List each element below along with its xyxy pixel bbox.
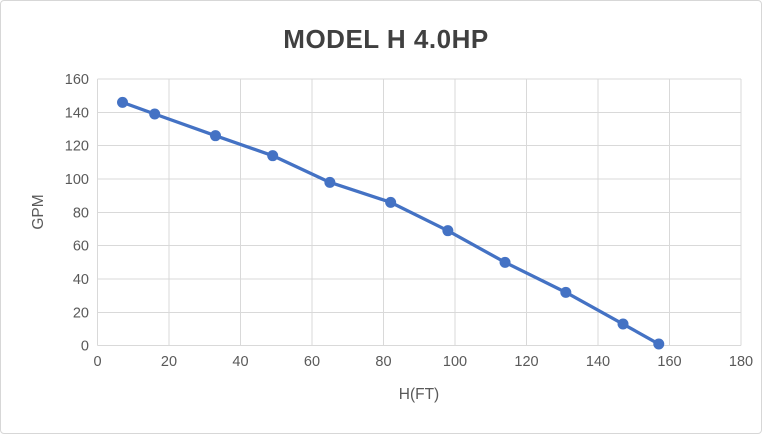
y-tick-label: 20: [73, 305, 89, 321]
data-point: [267, 150, 279, 162]
y-axis-title: GPM: [30, 194, 47, 229]
axis-tick-labels: 0 20 40 60 80 100 120 140 160 180 0 20 40 60 80 100 120 1…: [65, 72, 753, 370]
series-gpm-curve: [117, 96, 665, 350]
x-tick-label: 0: [93, 354, 101, 370]
x-tick-label: 120: [514, 354, 538, 370]
gridlines: [97, 78, 742, 347]
y-tick-label: 120: [65, 139, 89, 155]
x-tick-label: 80: [375, 354, 391, 370]
data-point: [442, 225, 454, 237]
data-point: [560, 286, 572, 298]
data-point: [617, 318, 629, 330]
data-point: [117, 96, 129, 108]
y-tick-label: 40: [73, 272, 89, 288]
y-tick-label: 100: [65, 172, 89, 188]
chart-title: MODEL H 4.0HP: [283, 24, 488, 54]
y-tick-label: 80: [73, 205, 89, 221]
data-point: [385, 196, 397, 208]
series-line: [120, 100, 661, 346]
data-point: [209, 130, 221, 142]
x-tick-label: 40: [232, 354, 248, 370]
y-tick-label: 0: [81, 339, 89, 355]
x-axis-title: H(FT): [399, 386, 439, 403]
x-tick-label: 140: [586, 354, 610, 370]
x-tick-label: 160: [657, 354, 681, 370]
x-tick-label: 20: [161, 354, 177, 370]
data-point: [653, 338, 665, 350]
x-tick-label: 100: [443, 354, 467, 370]
x-tick-label: 180: [729, 354, 753, 370]
data-point: [499, 256, 511, 268]
data-point: [149, 108, 161, 120]
x-tick-label: 60: [304, 354, 320, 370]
y-tick-label: 60: [73, 239, 89, 255]
y-tick-label: 160: [65, 72, 89, 88]
data-point: [324, 176, 336, 188]
y-tick-label: 140: [65, 105, 89, 121]
